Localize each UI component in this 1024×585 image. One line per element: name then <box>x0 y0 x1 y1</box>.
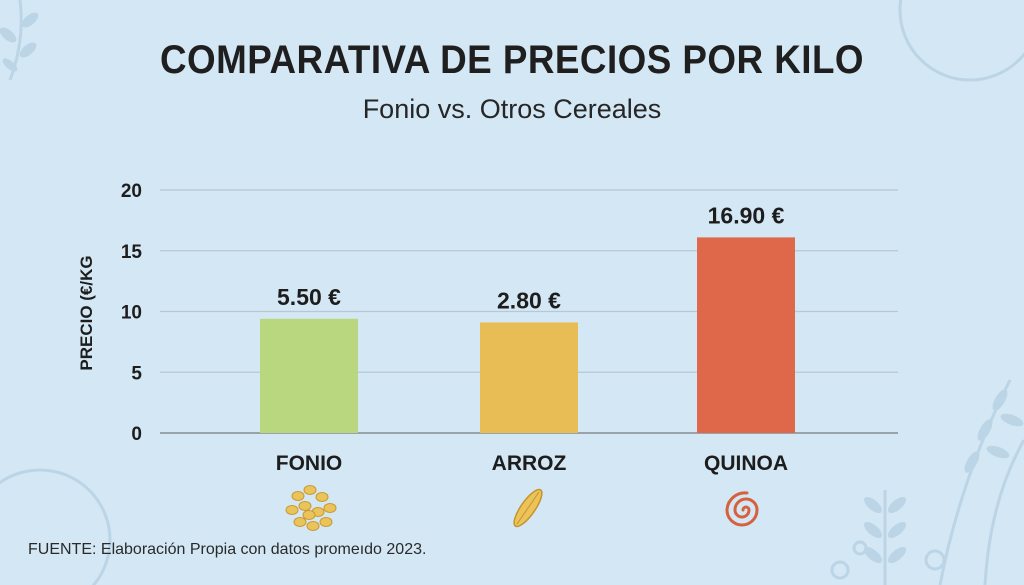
y-tick-label: 5 <box>131 363 142 384</box>
chart-bars <box>260 237 795 433</box>
y-tick-label: 20 <box>121 181 142 202</box>
y-tick-label: 0 <box>131 424 142 445</box>
x-axis-labels: FONIO ARROZ QUINOA <box>276 452 788 475</box>
y-tick-label: 10 <box>121 303 142 324</box>
y-axis-label: PRECIO (€/KG <box>77 255 96 371</box>
y-tick-label: 15 <box>121 242 143 263</box>
bar-value-label: 2.80 € <box>497 287 561 313</box>
value-labels: 5.50 € 2.80 € 16.90 € <box>277 202 785 313</box>
y-axis-ticks: 0 5 10 15 20 <box>121 181 143 445</box>
bar-arroz <box>480 322 578 433</box>
source-note: FUENTE: Elaboración Propia con datos pro… <box>28 541 427 558</box>
bar-value-label: 16.90 € <box>708 202 785 228</box>
x-tick-label: ARROZ <box>492 452 567 475</box>
quinoa-spiral-icon <box>725 491 759 527</box>
chart-subtitle: Fonio vs. Otros Cereales <box>362 94 662 124</box>
seeds-icon <box>285 485 337 531</box>
chart-title: COMPARATIVA DE PRECIOS POR KILO <box>160 38 864 82</box>
x-tick-label: FONIO <box>276 452 343 475</box>
rice-grain-icon <box>513 488 543 528</box>
bar-quinoa <box>697 237 795 433</box>
x-tick-label: QUINOA <box>704 452 788 475</box>
category-icons <box>285 485 759 531</box>
bar-fonio <box>260 318 358 433</box>
bar-value-label: 5.50 € <box>277 284 341 310</box>
